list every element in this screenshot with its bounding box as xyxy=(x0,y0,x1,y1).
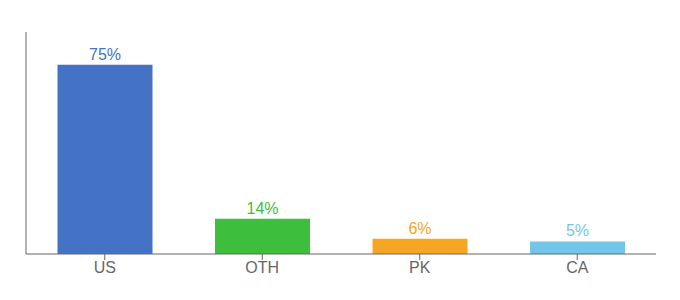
svg-text:OTH: OTH xyxy=(245,259,279,276)
svg-text:75%: 75% xyxy=(89,46,121,63)
svg-text:5%: 5% xyxy=(566,222,589,239)
svg-text:PK: PK xyxy=(409,259,431,276)
svg-text:14%: 14% xyxy=(246,200,278,217)
svg-text:CA: CA xyxy=(566,259,589,276)
svg-text:6%: 6% xyxy=(408,220,431,237)
svg-text:US: US xyxy=(94,259,116,276)
